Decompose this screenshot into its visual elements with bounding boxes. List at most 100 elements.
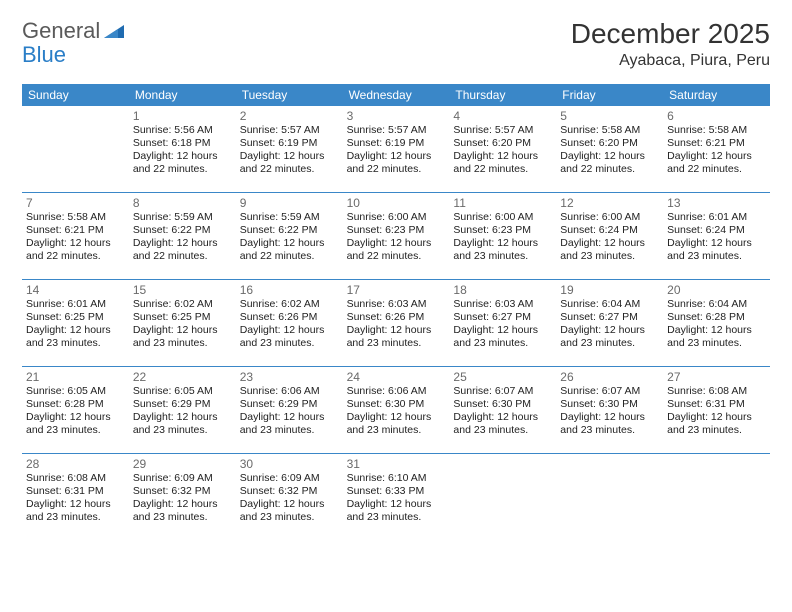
sunset-line: Sunset: 6:28 PM	[667, 311, 766, 324]
day-number: 3	[347, 109, 446, 123]
day-number: 19	[560, 283, 659, 297]
day-cell: 15Sunrise: 6:02 AMSunset: 6:25 PMDayligh…	[129, 280, 236, 366]
day-cell: 4Sunrise: 5:57 AMSunset: 6:20 PMDaylight…	[449, 106, 556, 192]
day-number: 17	[347, 283, 446, 297]
dayhead-thu: Thursday	[449, 84, 556, 106]
day-info: Sunrise: 6:05 AMSunset: 6:29 PMDaylight:…	[133, 385, 232, 438]
sunset-line: Sunset: 6:27 PM	[453, 311, 552, 324]
day-cell: 1Sunrise: 5:56 AMSunset: 6:18 PMDaylight…	[129, 106, 236, 192]
day-cell: 28Sunrise: 6:08 AMSunset: 6:31 PMDayligh…	[22, 454, 129, 540]
day-info: Sunrise: 6:00 AMSunset: 6:23 PMDaylight:…	[347, 211, 446, 264]
sunset-line: Sunset: 6:27 PM	[560, 311, 659, 324]
day-info: Sunrise: 5:57 AMSunset: 6:20 PMDaylight:…	[453, 124, 552, 177]
day-cell: 17Sunrise: 6:03 AMSunset: 6:26 PMDayligh…	[343, 280, 450, 366]
day-info: Sunrise: 6:03 AMSunset: 6:26 PMDaylight:…	[347, 298, 446, 351]
daylight-line: Daylight: 12 hours and 23 minutes.	[347, 324, 446, 350]
sunset-line: Sunset: 6:23 PM	[347, 224, 446, 237]
day-number: 16	[240, 283, 339, 297]
location-text: Ayabaca, Piura, Peru	[571, 52, 770, 70]
day-number: 15	[133, 283, 232, 297]
day-cell: 16Sunrise: 6:02 AMSunset: 6:26 PMDayligh…	[236, 280, 343, 366]
day-number: 31	[347, 457, 446, 471]
sunset-line: Sunset: 6:32 PM	[240, 485, 339, 498]
sunset-line: Sunset: 6:18 PM	[133, 137, 232, 150]
sunset-line: Sunset: 6:22 PM	[240, 224, 339, 237]
calendar-page: General December 2025 Ayabaca, Piura, Pe…	[0, 0, 792, 550]
week-row: 7Sunrise: 5:58 AMSunset: 6:21 PMDaylight…	[22, 193, 770, 280]
day-cell	[556, 454, 663, 540]
day-cell: 23Sunrise: 6:06 AMSunset: 6:29 PMDayligh…	[236, 367, 343, 453]
sunrise-line: Sunrise: 6:04 AM	[560, 298, 659, 311]
day-number: 5	[560, 109, 659, 123]
day-info: Sunrise: 5:56 AMSunset: 6:18 PMDaylight:…	[133, 124, 232, 177]
dayhead-sun: Sunday	[22, 84, 129, 106]
day-number: 8	[133, 196, 232, 210]
sunrise-line: Sunrise: 5:59 AM	[240, 211, 339, 224]
day-cell: 3Sunrise: 5:57 AMSunset: 6:19 PMDaylight…	[343, 106, 450, 192]
daylight-line: Daylight: 12 hours and 22 minutes.	[347, 150, 446, 176]
sunset-line: Sunset: 6:29 PM	[240, 398, 339, 411]
day-number: 14	[26, 283, 125, 297]
day-info: Sunrise: 6:04 AMSunset: 6:28 PMDaylight:…	[667, 298, 766, 351]
daylight-line: Daylight: 12 hours and 22 minutes.	[240, 150, 339, 176]
day-number: 13	[667, 196, 766, 210]
daylight-line: Daylight: 12 hours and 23 minutes.	[26, 411, 125, 437]
day-number: 23	[240, 370, 339, 384]
sunrise-line: Sunrise: 5:57 AM	[347, 124, 446, 137]
title-block: December 2025 Ayabaca, Piura, Peru	[571, 18, 770, 70]
day-info: Sunrise: 5:58 AMSunset: 6:21 PMDaylight:…	[26, 211, 125, 264]
daylight-line: Daylight: 12 hours and 22 minutes.	[133, 237, 232, 263]
day-number: 11	[453, 196, 552, 210]
day-cell: 10Sunrise: 6:00 AMSunset: 6:23 PMDayligh…	[343, 193, 450, 279]
sunrise-line: Sunrise: 6:04 AM	[667, 298, 766, 311]
sunset-line: Sunset: 6:30 PM	[560, 398, 659, 411]
day-info: Sunrise: 5:59 AMSunset: 6:22 PMDaylight:…	[133, 211, 232, 264]
sunset-line: Sunset: 6:26 PM	[347, 311, 446, 324]
daylight-line: Daylight: 12 hours and 23 minutes.	[560, 411, 659, 437]
day-info: Sunrise: 6:02 AMSunset: 6:25 PMDaylight:…	[133, 298, 232, 351]
day-info: Sunrise: 6:09 AMSunset: 6:32 PMDaylight:…	[133, 472, 232, 525]
dayhead-tue: Tuesday	[236, 84, 343, 106]
sunset-line: Sunset: 6:22 PM	[133, 224, 232, 237]
brand-first: General	[22, 18, 100, 44]
sunset-line: Sunset: 6:19 PM	[347, 137, 446, 150]
sunrise-line: Sunrise: 6:07 AM	[560, 385, 659, 398]
month-title: December 2025	[571, 18, 770, 50]
day-cell: 2Sunrise: 5:57 AMSunset: 6:19 PMDaylight…	[236, 106, 343, 192]
day-cell: 9Sunrise: 5:59 AMSunset: 6:22 PMDaylight…	[236, 193, 343, 279]
day-number: 29	[133, 457, 232, 471]
sunset-line: Sunset: 6:24 PM	[667, 224, 766, 237]
day-cell: 29Sunrise: 6:09 AMSunset: 6:32 PMDayligh…	[129, 454, 236, 540]
day-info: Sunrise: 5:58 AMSunset: 6:20 PMDaylight:…	[560, 124, 659, 177]
daylight-line: Daylight: 12 hours and 22 minutes.	[667, 150, 766, 176]
day-info: Sunrise: 6:01 AMSunset: 6:25 PMDaylight:…	[26, 298, 125, 351]
day-number: 6	[667, 109, 766, 123]
sunset-line: Sunset: 6:32 PM	[133, 485, 232, 498]
day-cell: 13Sunrise: 6:01 AMSunset: 6:24 PMDayligh…	[663, 193, 770, 279]
brand-triangle-icon	[104, 18, 124, 44]
sunrise-line: Sunrise: 6:06 AM	[240, 385, 339, 398]
day-cell: 24Sunrise: 6:06 AMSunset: 6:30 PMDayligh…	[343, 367, 450, 453]
week-row: 1Sunrise: 5:56 AMSunset: 6:18 PMDaylight…	[22, 106, 770, 193]
sunrise-line: Sunrise: 6:02 AM	[133, 298, 232, 311]
day-cell	[449, 454, 556, 540]
day-info: Sunrise: 6:06 AMSunset: 6:30 PMDaylight:…	[347, 385, 446, 438]
daylight-line: Daylight: 12 hours and 22 minutes.	[347, 237, 446, 263]
sunrise-line: Sunrise: 6:08 AM	[26, 472, 125, 485]
sunrise-line: Sunrise: 6:05 AM	[26, 385, 125, 398]
day-info: Sunrise: 6:06 AMSunset: 6:29 PMDaylight:…	[240, 385, 339, 438]
day-number: 10	[347, 196, 446, 210]
sunrise-line: Sunrise: 6:08 AM	[667, 385, 766, 398]
brand-logo: General	[22, 18, 126, 44]
daylight-line: Daylight: 12 hours and 23 minutes.	[26, 324, 125, 350]
day-number: 24	[347, 370, 446, 384]
day-number: 12	[560, 196, 659, 210]
daylight-line: Daylight: 12 hours and 23 minutes.	[347, 411, 446, 437]
day-info: Sunrise: 6:10 AMSunset: 6:33 PMDaylight:…	[347, 472, 446, 525]
day-info: Sunrise: 5:58 AMSunset: 6:21 PMDaylight:…	[667, 124, 766, 177]
sunrise-line: Sunrise: 6:03 AM	[347, 298, 446, 311]
sunset-line: Sunset: 6:21 PM	[26, 224, 125, 237]
daylight-line: Daylight: 12 hours and 23 minutes.	[240, 498, 339, 524]
day-cell: 8Sunrise: 5:59 AMSunset: 6:22 PMDaylight…	[129, 193, 236, 279]
day-info: Sunrise: 5:59 AMSunset: 6:22 PMDaylight:…	[240, 211, 339, 264]
